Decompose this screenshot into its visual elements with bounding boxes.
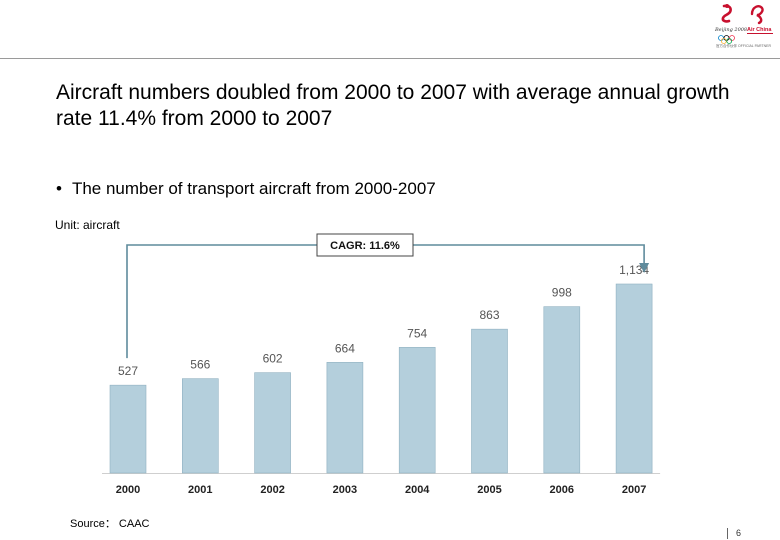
beijing-2008-olympic-emblem-icon: Beijing 2008 [714, 4, 747, 44]
cagr-annotation-label: CAGR: 11.6% [330, 240, 400, 252]
bar-2000 [109, 384, 147, 474]
chart-subtitle: The number of transport aircraft from 20… [71, 179, 436, 198]
cagr-annotation-box [316, 233, 414, 257]
category-label-2006: 2006 [550, 484, 574, 496]
value-label-2002: 602 [263, 352, 283, 366]
value-label-2004: 754 [407, 326, 427, 340]
value-label-2006: 998 [552, 286, 572, 300]
bar-2006 [543, 306, 581, 474]
bullet-icon: • [56, 179, 62, 198]
value-label-2001: 566 [190, 358, 210, 372]
category-label-2002: 2002 [260, 484, 284, 496]
bar-2004 [398, 347, 436, 474]
page-number-divider [727, 528, 728, 540]
bar-2005 [471, 328, 508, 474]
unit-label: Unit: aircraft [55, 218, 120, 232]
bar-2003 [326, 362, 364, 474]
page-number: 6 [736, 528, 742, 538]
page-number-block: 6 [727, 528, 742, 540]
category-label-2007: 2007 [622, 484, 646, 496]
air-china-phoenix-icon: Air China [747, 5, 773, 34]
slide-title: Aircraft numbers doubled from 2000 to 20… [56, 81, 730, 130]
value-label-2003: 664 [335, 341, 355, 355]
svg-text:Beijing 2008: Beijing 2008 [714, 27, 747, 33]
category-label-2005: 2005 [477, 484, 501, 496]
bar-2002 [254, 372, 291, 474]
partner-tagline: 官方合作伙伴 OFFICIAL PARTNER [716, 44, 771, 48]
category-label-2000: 2000 [116, 484, 140, 496]
source-note: Source： CAAC [70, 518, 150, 530]
header-logos: Beijing 2008 Air China [712, 2, 778, 56]
category-label-2001: 2001 [188, 484, 212, 496]
category-label-2003: 2003 [333, 484, 357, 496]
svg-text:Air China: Air China [747, 27, 772, 33]
category-label-2004: 2004 [405, 484, 430, 496]
cagr-arrowhead-icon [639, 263, 650, 273]
chart-subtitle-bullet: • The number of transport aircraft from 2… [56, 179, 436, 199]
bar-2007 [615, 283, 653, 474]
value-label-2000: 527 [118, 364, 138, 378]
header-divider [0, 58, 780, 59]
bar-2001 [182, 378, 219, 474]
logo-svg: Beijing 2008 Air China [714, 4, 773, 44]
value-label-2005: 863 [479, 308, 499, 322]
